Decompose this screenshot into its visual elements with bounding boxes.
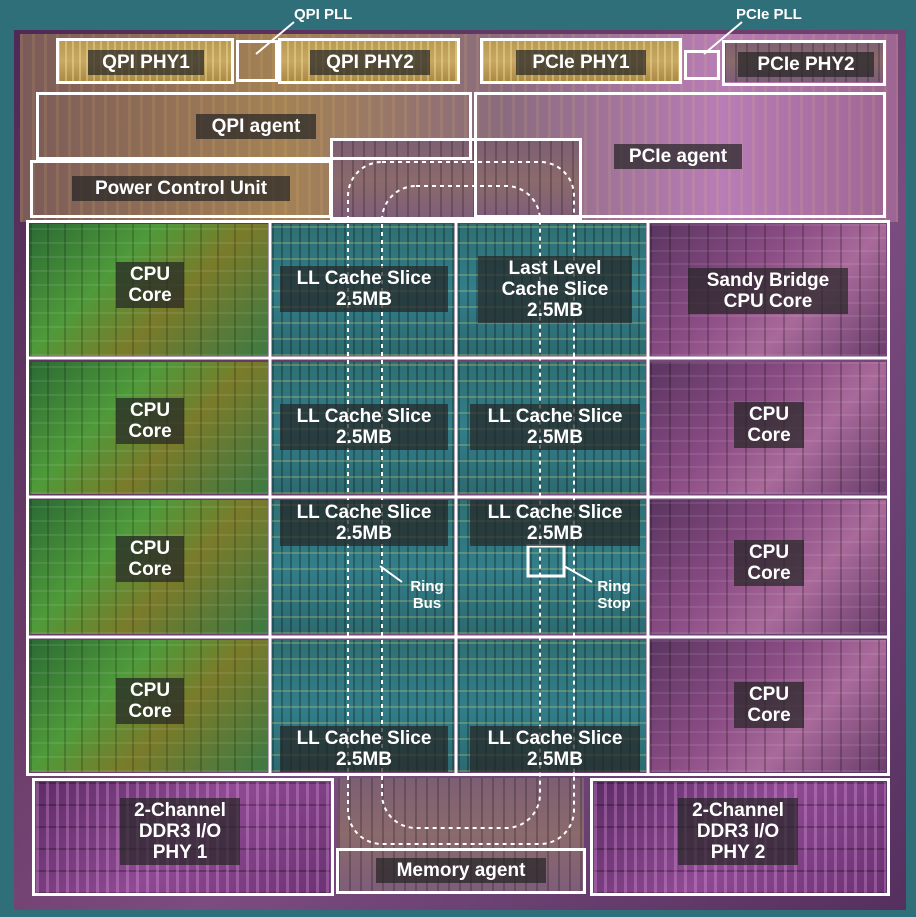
memory-agent-frame <box>336 848 586 894</box>
pcie-phy1-frame <box>480 38 682 84</box>
qpi-phy2-frame <box>278 38 460 84</box>
ddr-phy1-frame <box>32 778 334 896</box>
qpi-phy1-label: QPI PHY1 <box>88 50 204 75</box>
qpi-agent-frame <box>36 92 472 160</box>
center-uncore-frame <box>330 138 582 220</box>
ring-bus-pointer <box>379 565 403 583</box>
ring-stop-box <box>526 544 566 578</box>
pcie-agent-label: PCIe agent <box>614 144 742 169</box>
pcie-pll-annotation: PCIe PLL <box>736 6 802 23</box>
ddr-phy1-label: 2-Channel DDR3 I/O PHY 1 <box>120 798 240 865</box>
ddr-phy2-frame <box>590 778 890 896</box>
pcie-phy2-label: PCIe PHY2 <box>738 52 874 77</box>
ring-stop-pointer <box>563 565 593 583</box>
qpi-phy1-frame <box>56 38 234 84</box>
qpi-phy2-label: QPI PHY2 <box>310 50 430 75</box>
cache-slice-label-r2: LL Cache Slice 2.5MB <box>470 404 640 450</box>
qpi-agent-label: QPI agent <box>196 114 316 139</box>
cache-slice-label-r4: LL Cache Slice 2.5MB <box>470 726 640 772</box>
qpi-pll-pointer <box>255 21 295 55</box>
leader-lines <box>255 21 743 583</box>
grid-lines <box>26 220 890 776</box>
cpu-core-label-l3: CPU Core <box>116 536 184 582</box>
qpi-pll-annotation: QPI PLL <box>294 6 353 23</box>
cpu-core-label-r1: Sandy Bridge CPU Core <box>688 268 848 314</box>
cache-slice-label-r1: Last Level Cache Slice 2.5MB <box>478 256 632 323</box>
cpu-core-label-r4: CPU Core <box>734 682 804 728</box>
power-control-unit-label: Power Control Unit <box>72 176 290 201</box>
cache-slice-label-l2: LL Cache Slice 2.5MB <box>280 404 448 450</box>
pcie-agent-frame <box>474 92 886 218</box>
cpu-core-label-l4: CPU Core <box>116 678 184 724</box>
pcie-phy2-frame <box>722 40 886 86</box>
ring-bus-annotation: Ring Bus <box>410 578 444 612</box>
cache-slice-label-r3: LL Cache Slice 2.5MB <box>470 500 640 546</box>
cache-slice-label-l3: LL Cache Slice 2.5MB <box>280 500 448 546</box>
cpu-core-label-l2: CPU Core <box>116 398 184 444</box>
pcie-phy1-label: PCIe PHY1 <box>516 50 646 75</box>
qpi-pll-frame <box>236 40 278 82</box>
cache-slice-label-l4: LL Cache Slice 2.5MB <box>280 726 448 772</box>
cpu-core-label-r2: CPU Core <box>734 402 804 448</box>
ring-stop-annotation: Ring Stop <box>597 578 631 612</box>
pcie-pll-pointer <box>703 21 743 55</box>
pcie-pll-frame <box>684 50 720 80</box>
cpu-core-label-l1: CPU Core <box>116 262 184 308</box>
ddr-phy2-label: 2-Channel DDR3 I/O PHY 2 <box>678 798 798 865</box>
cache-slice-label-l1: LL Cache Slice 2.5MB <box>280 266 448 312</box>
memory-agent-label: Memory agent <box>376 858 546 883</box>
cpu-core-label-r3: CPU Core <box>734 540 804 586</box>
